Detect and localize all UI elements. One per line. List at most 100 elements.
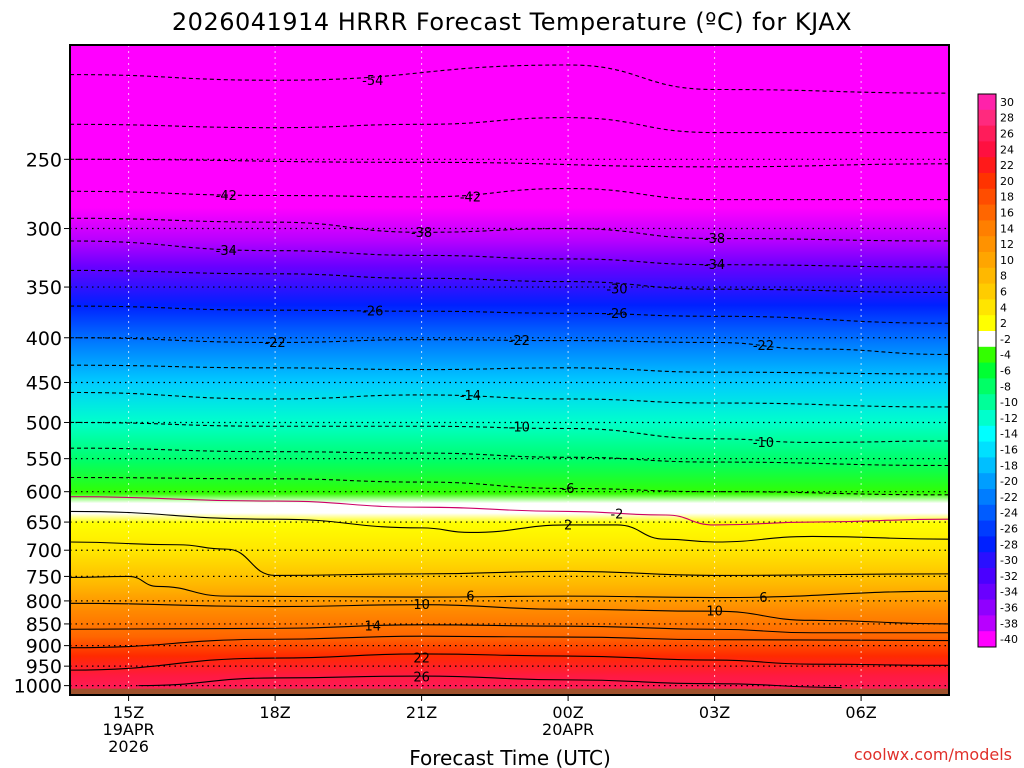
colorbar-label: -6 [1000,365,1011,378]
colorbar-swatch [978,536,996,553]
contour-label: -42 [460,190,481,205]
contour-line [70,337,949,356]
colorbar-label: -16 [1000,444,1018,457]
x-tick-label: 18Z [259,703,290,722]
contour-label: -14 [460,389,481,404]
y-tick-label: 700 [26,540,62,562]
contour-line [70,217,949,242]
contour-label: -10 [753,436,774,451]
colorbar-label: -28 [1000,538,1018,551]
y-tick-label: 900 [26,636,62,658]
contour-label: -30 [606,283,627,298]
colorbar-swatch [978,441,996,458]
colorbar-label: -20 [1000,475,1018,488]
colorbar-swatch [978,504,996,522]
contour-label: 10 [413,598,430,613]
colorbar-swatch [978,362,996,379]
colorbar-swatch [978,299,996,316]
contour-line [70,421,949,443]
contour-line [70,117,949,134]
colorbar-label: -4 [1000,349,1011,362]
y-tick-label: 250 [26,149,62,171]
contour-line [70,476,949,496]
temperature-fill [70,45,949,695]
contour-line [70,575,949,599]
contour-line [70,240,949,268]
colorbar-label: -12 [1000,412,1018,425]
contour-line [138,675,842,689]
contour-label: 10 [706,605,723,620]
colorbar-swatch [978,568,996,585]
colorbar-label: -38 [1000,617,1018,630]
colorbar-swatch [978,489,996,506]
y-tick-label: 550 [26,449,62,471]
contour-label: 6 [466,590,474,605]
colorbar-label: -36 [1000,602,1018,615]
colorbar-label: -10 [1000,396,1018,409]
contour-label: -22 [753,339,774,354]
contour-line [70,602,949,625]
contour-label: 22 [413,652,430,667]
colorbar-swatch [978,157,996,174]
colorbar-label: -14 [1000,428,1018,441]
gridlines [70,45,949,695]
contour-label: -6 [562,482,575,497]
x-tick-label: 00Z [552,703,583,722]
x-tick-label: 15Z [113,703,144,722]
colorbar-label: -34 [1000,586,1018,599]
contour-line [70,158,949,168]
colorbar-label: 12 [1000,238,1014,251]
colorbar-label: -26 [1000,523,1018,536]
x-tick-label: 19APR [103,720,155,739]
colorbar-swatch [978,204,996,221]
colorbar-label: 28 [1000,112,1014,125]
x-tick-label: 21Z [406,703,437,722]
colorbar-swatch [978,141,996,158]
colorbar-label: 16 [1000,207,1014,220]
contour-line [70,269,949,293]
contour-label: -54 [362,74,383,89]
colorbar-label: -40 [1000,633,1018,646]
y-tick-label: 600 [26,482,62,504]
contour-label: -22 [264,336,285,351]
contour-label: -38 [411,226,432,241]
contour-label: 2 [564,518,572,533]
x-axis-title: Forecast Time (UTC) [409,746,611,768]
y-tick-label: 1000 [14,676,62,698]
colorbar-swatch [978,552,996,569]
contour-label: -2 [610,507,623,522]
contour-label: 14 [364,620,381,635]
colorbar-swatch [978,220,996,237]
credit-link[interactable]: coolwx.com/models [854,745,1012,764]
plot-area: -54-42 -42-38 -38-34-34-30-26 -26-22 -22 -22-… [70,45,949,695]
contour-line [70,653,949,671]
contour-line [70,187,949,201]
contour-line [70,447,949,467]
x-tick-label: 03Z [699,703,730,722]
colorbar-swatch [978,346,996,364]
contour-lines: -54-42 -42-38 -38-34-34-30-26 -26-22 -22 -22-… [70,64,949,689]
colorbar-swatch [978,457,996,474]
y-tick-label: 400 [26,328,62,350]
colorbar-frame [977,93,997,648]
colorbar-label: 26 [1000,128,1014,141]
colorbar-swatch [978,394,996,411]
y-tick-label: 450 [26,372,62,394]
colorbar-swatch [978,315,996,332]
y-tick-label: 650 [26,512,62,534]
contour-line [70,510,949,543]
colorbar-label: 18 [1000,191,1014,204]
colorbar: 30 28 26 24 22 20 18 16 14 12 10 8 6 4 2 -2 -4 -6 -8 -10 -12… [977,93,1018,648]
contour-label: 6 [759,591,767,606]
colorbar-swatch [978,109,996,127]
x-tick-label: 20APR [542,720,594,739]
colorbar-label: -32 [1000,570,1018,583]
contour-label: -26 [606,307,627,322]
colorbar-swatch [978,378,996,395]
colorbar-swatch [978,473,996,490]
x-tick-label: 2026 [108,737,149,756]
y-tick-label: 350 [26,277,62,299]
colorbar-label: -8 [1000,380,1011,393]
